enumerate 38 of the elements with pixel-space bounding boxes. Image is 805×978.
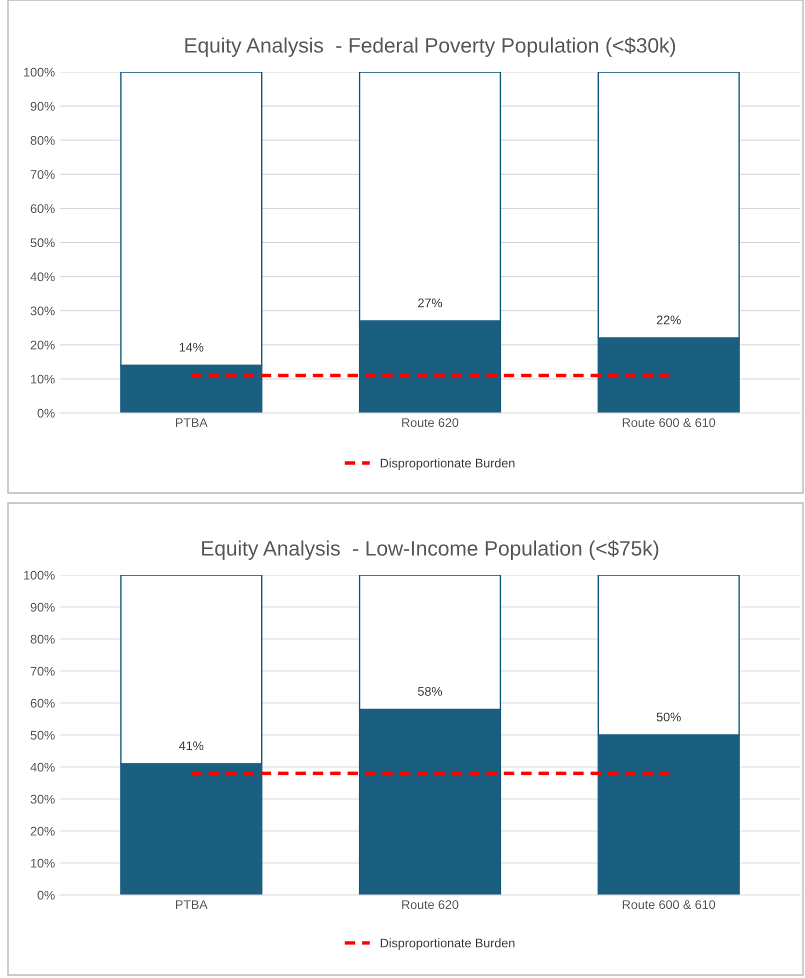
y-tick-label: 10% <box>31 374 55 384</box>
y-tick-label: 40% <box>30 762 55 772</box>
data-label: 27% <box>418 298 442 308</box>
y-tick-label: 30% <box>30 306 55 316</box>
y-tick-label: 90% <box>30 602 55 612</box>
x-tick-label: Route 620 <box>402 418 458 428</box>
data-label: 14% <box>180 342 204 352</box>
y-tick-label: 60% <box>30 204 55 214</box>
y-tick-label: 50% <box>30 730 55 740</box>
y-tick-label: 20% <box>30 826 55 836</box>
y-tick-label: 100% <box>24 570 55 580</box>
y-tick-label: 40% <box>30 272 55 282</box>
y-tick-label: 50% <box>30 238 55 248</box>
y-tick-label: 90% <box>30 102 55 111</box>
data-label: 41% <box>179 741 204 750</box>
legend-label: Disproportionate Burden <box>380 938 514 950</box>
chart-title: Equity Analysis - Low-Income Population (<$75k) <box>202 540 658 560</box>
y-tick-label: 10% <box>31 858 55 868</box>
y-tick-label: 0% <box>38 408 55 418</box>
y-tick-label: 70% <box>30 170 55 179</box>
x-tick-label: Route 620 <box>402 900 458 910</box>
y-tick-label: 30% <box>30 794 55 804</box>
legend-label: Disproportionate Burden <box>380 458 514 470</box>
y-tick-label: 70% <box>30 666 55 676</box>
y-tick-label: 80% <box>30 136 55 145</box>
data-label: 50% <box>656 712 681 722</box>
y-tick-label: 100% <box>24 68 55 77</box>
data-label: 58% <box>418 686 442 696</box>
x-tick-label: Route 600 & 610 <box>622 900 716 910</box>
x-tick-label: PTBA <box>176 418 208 427</box>
y-tick-label: 0% <box>38 890 55 900</box>
data-label: 22% <box>656 316 681 324</box>
y-tick-label: 20% <box>30 340 55 350</box>
y-tick-label: 80% <box>30 634 55 644</box>
x-tick-label: PTBA <box>176 900 208 909</box>
chart-title: Equity Analysis - Federal Poverty Population (<$30k) <box>185 37 676 57</box>
x-tick-label: Route 600 & 610 <box>622 418 716 428</box>
y-tick-label: 60% <box>30 698 55 708</box>
